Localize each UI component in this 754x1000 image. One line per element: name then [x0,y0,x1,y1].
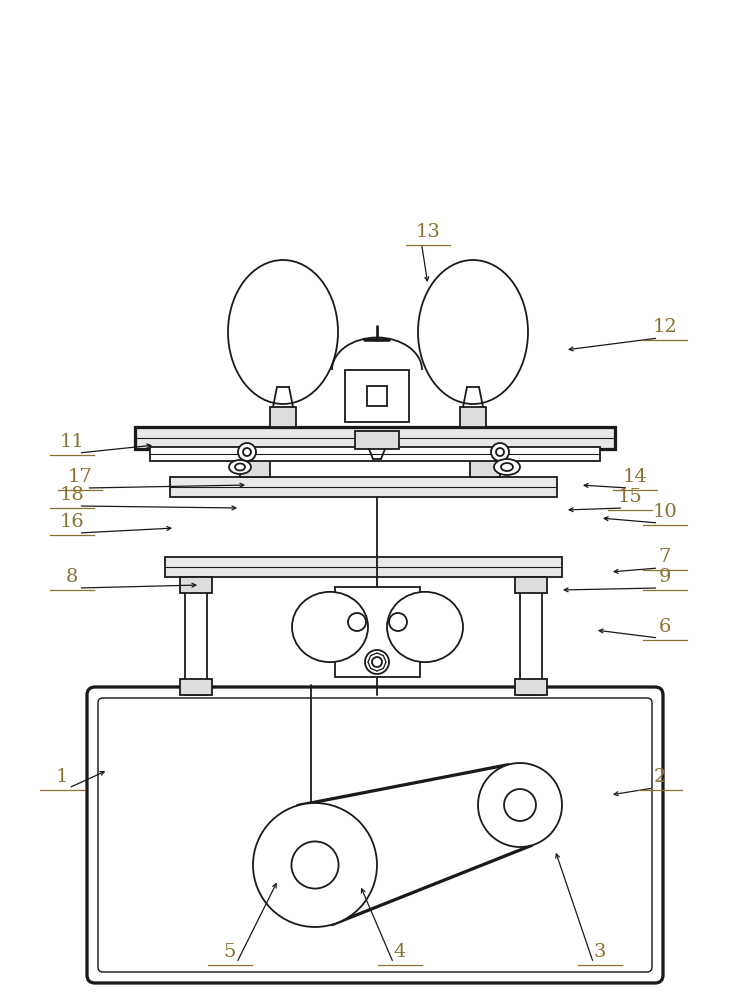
Bar [355,431,399,449]
Text: 4: 4 [394,943,406,961]
Bar [185,585,207,695]
Bar [180,577,212,593]
Text: 8: 8 [66,568,78,586]
Ellipse shape [418,260,528,404]
Bar [150,447,600,461]
Bar [240,449,270,477]
Bar [135,427,615,449]
Text: 16: 16 [60,513,84,531]
Circle shape [372,657,382,667]
Text: 12: 12 [653,318,677,336]
Bar [180,679,212,695]
Ellipse shape [494,459,520,475]
Text: 17: 17 [68,468,93,486]
Circle shape [491,443,509,461]
Text: 2: 2 [654,768,667,786]
Circle shape [243,448,251,456]
Circle shape [348,613,366,631]
Bar [165,557,562,577]
Circle shape [496,448,504,456]
Bar [170,477,557,497]
Ellipse shape [292,592,368,662]
Bar [367,386,387,406]
Circle shape [504,789,536,821]
Bar [515,577,547,593]
Text: 9: 9 [659,568,671,586]
Text: 7: 7 [659,548,671,566]
Bar [335,587,420,677]
Bar [520,585,542,695]
Text: 3: 3 [593,943,606,961]
Text: 1: 1 [56,768,68,786]
Text: 11: 11 [60,433,84,451]
Text: 15: 15 [618,488,642,506]
Text: 13: 13 [415,223,440,241]
Circle shape [478,763,562,847]
Text: 18: 18 [60,486,84,504]
FancyBboxPatch shape [87,687,663,983]
Ellipse shape [501,463,513,471]
Ellipse shape [387,592,463,662]
Circle shape [389,613,407,631]
Ellipse shape [228,260,338,404]
Circle shape [253,803,377,927]
Bar [345,370,409,422]
Circle shape [365,650,389,674]
Bar [515,679,547,695]
Text: 5: 5 [224,943,236,961]
Bar [460,407,486,427]
Bar [470,449,500,477]
Circle shape [238,443,256,461]
Ellipse shape [229,460,251,474]
Circle shape [292,841,339,889]
Ellipse shape [235,464,245,471]
Text: 10: 10 [653,503,677,521]
Bar [270,407,296,427]
Text: 14: 14 [623,468,648,486]
Text: 6: 6 [659,618,671,636]
